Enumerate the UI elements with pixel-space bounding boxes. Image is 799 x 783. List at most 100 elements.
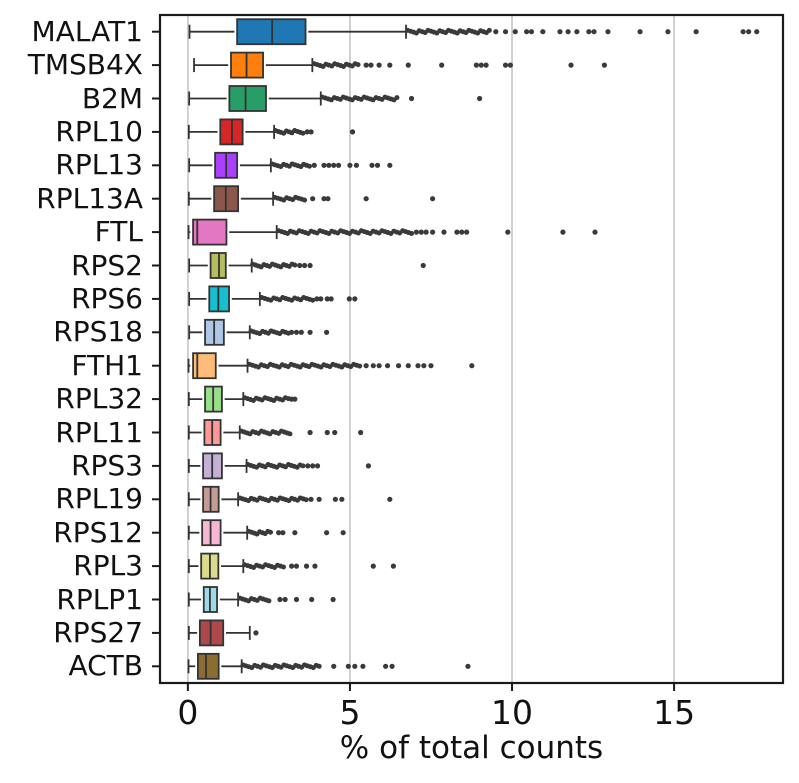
box-row-TMSB4X-flier	[568, 62, 574, 68]
box-row-FTL-flier	[464, 229, 470, 235]
box-row-RPL19-flier	[303, 497, 309, 503]
box-row-MALAT1-flier	[605, 29, 611, 35]
box-row-RPS6-flier	[314, 296, 320, 302]
gene-label: B2M	[81, 81, 143, 115]
gene-label: RPS2	[71, 248, 143, 282]
box-row-FTL-flier	[423, 229, 429, 235]
box-row-MALAT1-flier	[740, 29, 746, 35]
box-row-FTH1-flier	[357, 363, 363, 369]
box-row-RPL13-flier	[387, 162, 393, 168]
box-row-RPL19-flier	[308, 496, 314, 502]
box-row-ACTB-flier	[360, 663, 366, 669]
gene-axis-labels: MALAT1 TMSB4X B2M RPL10 RPL13 RPL13A FTL…	[0, 15, 143, 683]
box-row-TMSB4X-flier	[478, 62, 484, 68]
box-row-RPL13-flier	[331, 162, 337, 168]
gene-label: RPL13A	[36, 181, 143, 215]
box-row-RPL13-flier	[369, 162, 375, 168]
box-row-MALAT1-flier	[754, 29, 760, 35]
box-row-RPS2-flier	[307, 262, 313, 269]
box-row-MALAT1-flier	[591, 29, 597, 35]
box-row-RPL11-flier	[287, 431, 293, 437]
box-row-FTL-box	[192, 218, 228, 246]
box-row-RPL19-flier	[332, 496, 338, 502]
box-row-RPLP1-flier	[266, 598, 272, 604]
box-row-RPL13A-flier	[321, 196, 327, 202]
box-row-ACTB-flier	[345, 663, 351, 669]
box-row-RPS27-flier	[253, 630, 259, 636]
box-row-FTL-flier	[409, 230, 415, 236]
plot-frame	[158, 13, 785, 685]
box-row-RPS6-flier	[346, 296, 352, 302]
box-row-RPLP1-flier	[277, 596, 283, 603]
box-row-TMSB4X-flier	[376, 62, 382, 68]
box-row-TMSB4X-flier	[473, 62, 479, 68]
box-row-RPS3-flier	[305, 463, 311, 469]
box-row-RPL13A-flier	[430, 196, 436, 202]
box-row-RPL11-flier	[332, 429, 338, 436]
box-row-RPS3-flier	[314, 463, 321, 469]
gene-label: RPL32	[55, 382, 143, 416]
box-row-TMSB4X-flier	[355, 62, 361, 68]
gene-label: RPL3	[73, 549, 143, 583]
box-row-TMSB4X-flier	[507, 62, 513, 68]
box-row-MALAT1-flier	[586, 29, 592, 35]
box-row-RPS6-flier	[310, 297, 316, 303]
box-row-RPL13-flier	[347, 162, 353, 168]
box-row-FTH1-flier	[428, 363, 434, 369]
box-row-FTH1-box	[192, 352, 217, 380]
box-row-MALAT1-flier	[486, 27, 492, 33]
box-row-RPS18-flier	[324, 329, 330, 335]
box-row-TMSB4X-flier	[483, 62, 489, 68]
box-row-RPL13-flier	[353, 162, 360, 168]
box-row-RPL3-flier	[289, 563, 295, 569]
box-row-RPS6-flier	[328, 296, 334, 302]
x-axis-tick-labels: 0 5 10 15	[160, 696, 783, 730]
box-row-RPL13-flier	[336, 162, 342, 168]
gene-label: RPL13	[55, 148, 143, 182]
box-row-FTL-flier	[454, 229, 460, 235]
box-row-RPLP1-flier	[282, 596, 288, 603]
box-row-ACTB-flier	[383, 663, 389, 669]
box-row-RPLP1-flier	[330, 596, 336, 603]
gene-label: FTH1	[71, 348, 143, 382]
box-row-RPL13A-flier	[310, 196, 316, 202]
box-row-ACTB-flier	[465, 663, 471, 669]
box-row-FTL-flier	[441, 229, 447, 235]
box-row-FTH1-flier	[421, 363, 427, 369]
box-row-FTL-flier	[560, 229, 566, 235]
box-row-MALAT1-flier	[665, 29, 671, 35]
box-row-MALAT1-flier	[637, 29, 643, 35]
box-row-RPL11-flier	[307, 429, 313, 436]
x-tick-label: 0	[177, 693, 199, 732]
gene-label: RPL11	[55, 415, 143, 449]
box-row-RPL13-flier	[311, 162, 317, 168]
box-row-RPL13A-flier	[363, 196, 369, 202]
box-row-FTL-flier	[505, 229, 511, 235]
box-row-RPL11-flier	[324, 429, 330, 436]
box-row-TMSB4X-flier	[368, 62, 374, 68]
box-row-TMSB4X-flier	[439, 62, 445, 68]
box-row-RPL3-flier	[280, 564, 286, 570]
box-row-RPS18-flier	[307, 329, 313, 335]
box-row-FTH1-flier	[370, 363, 376, 369]
box-row-RPS2-flier	[301, 262, 308, 269]
box-row-MALAT1-flier	[524, 29, 530, 35]
box-row-RPL13A-flier	[325, 196, 331, 202]
box-row-MALAT1-flier	[540, 29, 546, 35]
box-row-FTH1-flier	[405, 363, 411, 369]
box-row-MALAT1-flier	[512, 29, 518, 35]
box-row-ACTB-flier	[352, 663, 358, 669]
box-row-RPL3-flier	[390, 563, 396, 569]
box-row-MALAT1-flier	[493, 29, 499, 35]
box-row-RPL13-flier	[374, 162, 381, 168]
x-tick-label: 5	[339, 693, 361, 732]
box-row-FTL-flier	[592, 229, 598, 235]
box-row-MALAT1-flier	[574, 29, 580, 35]
gene-label: RPS27	[53, 616, 143, 650]
box-row-RPL13-flier	[321, 162, 327, 168]
box-row-RPL13-flier	[306, 163, 312, 169]
box-row-FTH1-flier	[415, 363, 421, 369]
box-row-RPL19-flier	[339, 496, 345, 502]
box-row-RPS18-flier	[289, 329, 295, 335]
box-row-MALAT1-flier	[693, 29, 699, 35]
